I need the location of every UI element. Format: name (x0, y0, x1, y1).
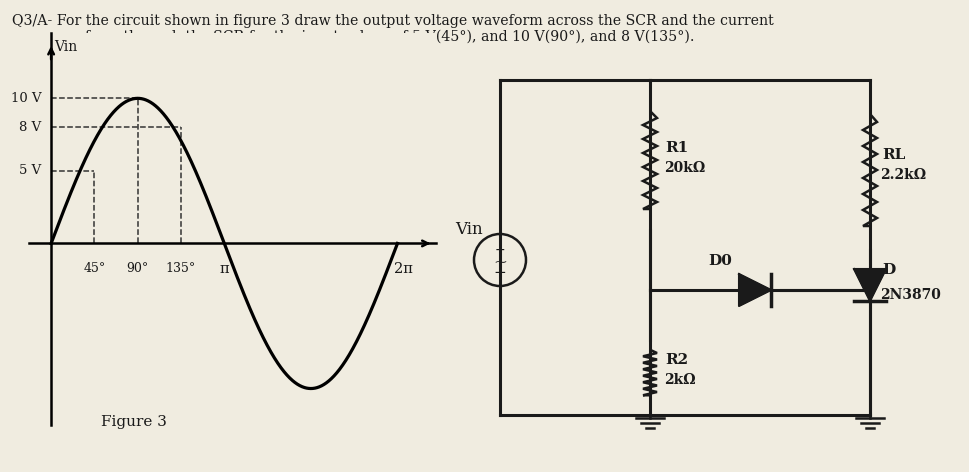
Text: +: + (495, 244, 505, 258)
Text: −: − (493, 266, 507, 280)
Text: Figure 3: Figure 3 (101, 414, 167, 429)
Text: 5 V: 5 V (19, 164, 42, 177)
Text: 2π: 2π (393, 262, 413, 276)
Text: R1: R1 (665, 141, 688, 155)
Text: π: π (220, 262, 229, 276)
Text: 135°: 135° (166, 262, 196, 275)
Text: RL: RL (882, 148, 905, 162)
Text: ~: ~ (493, 253, 507, 270)
Text: Vin: Vin (455, 221, 483, 238)
Text: 2kΩ: 2kΩ (664, 373, 696, 388)
Text: 45°: 45° (83, 262, 106, 275)
Text: Vin: Vin (54, 40, 78, 54)
Text: Q3/A- For the circuit shown in figure 3 draw the output voltage waveform across : Q3/A- For the circuit shown in figure 3 … (12, 14, 774, 28)
Text: 2.2kΩ: 2.2kΩ (880, 168, 926, 182)
Text: D: D (882, 263, 895, 277)
Text: wave form through the SCR for the input values of 5 V(45°), and 10 V(90°), and 8: wave form through the SCR for the input … (12, 30, 695, 44)
Text: 8 V: 8 V (19, 121, 42, 134)
Text: 90°: 90° (127, 262, 149, 275)
Text: R2: R2 (665, 354, 688, 368)
Text: 10 V: 10 V (11, 92, 42, 105)
Polygon shape (854, 269, 886, 301)
Polygon shape (739, 274, 771, 306)
Text: 20kΩ: 20kΩ (664, 161, 705, 175)
Text: D0: D0 (708, 254, 732, 268)
Text: 2N3870: 2N3870 (880, 288, 941, 302)
